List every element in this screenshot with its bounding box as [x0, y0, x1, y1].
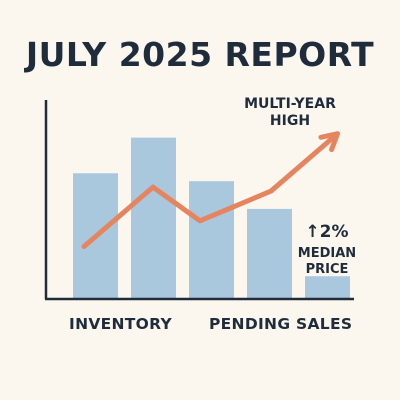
- trend-line-layer: [81, 131, 341, 250]
- annotation-price-change: ↑2%: [305, 222, 348, 242]
- bar-3: [189, 181, 234, 298]
- bar-5: [305, 276, 350, 298]
- annotation-peak-line-1: MULTI-YEAR: [244, 96, 336, 112]
- annotation-price-label-line-2: PRICE: [306, 262, 349, 277]
- trend-line: [81, 135, 336, 250]
- chart-title: JULY 2025 REPORT: [25, 35, 375, 74]
- bar-2: [131, 137, 176, 298]
- category-label-pending-sales: PENDING SALES: [209, 315, 353, 333]
- annotation-price-label-line-1: MEDIAN: [298, 246, 356, 261]
- bar-4: [247, 208, 292, 298]
- trend-arrowhead: [318, 131, 341, 153]
- category-label-inventory: INVENTORY: [69, 315, 173, 333]
- annotation-peak-line-2: HIGH: [270, 113, 310, 129]
